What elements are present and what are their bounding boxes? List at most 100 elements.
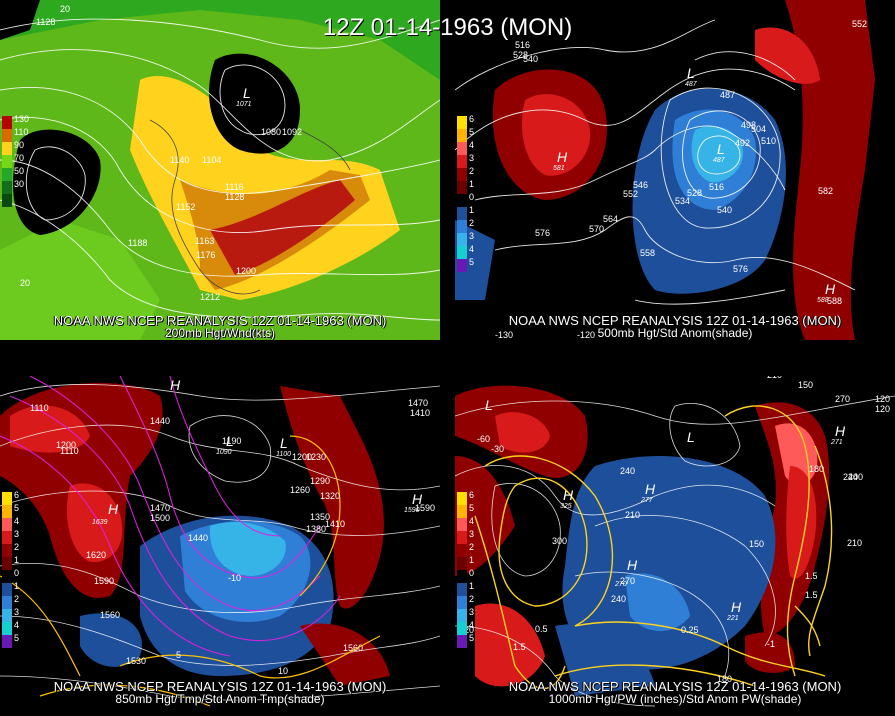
contour-label: 1176 — [196, 250, 215, 260]
contour-label: 582 — [818, 186, 833, 196]
contour-label: 120 — [875, 404, 890, 414]
main-title: 12Z 01-14-1963 (MON) — [322, 14, 573, 41]
contour-label: 1620 — [86, 550, 106, 560]
contour-label: 1590 — [94, 576, 114, 586]
colorbar-1000mb: 6 5 4 3 2 1 0 1 2 3 4 5 — [457, 490, 479, 648]
colorbar-cell: 2 — [457, 542, 474, 557]
colorbar-label: 70 — [14, 153, 25, 163]
colorbar-label: 4 — [469, 516, 475, 526]
high-pressure-marker: H — [170, 377, 181, 393]
contour-label: 516 — [709, 182, 724, 192]
caption-field: 850mb Hgt/Tmp/Std Anom Tmp(shade) — [115, 692, 325, 706]
caption-field: 500mb Hgt/Std Anom(shade) — [597, 326, 753, 340]
high-pressure-value: 1590 — [404, 507, 420, 514]
caption-source: NOAA NWS NCEP REANALYSIS 12Z 01-14-1963 … — [508, 679, 842, 694]
colorbar-cell: 5 — [457, 633, 474, 648]
contour-label: 1.5 — [805, 571, 818, 581]
contour-label: 564 — [603, 214, 618, 224]
colorbar-cell: 3 — [2, 529, 19, 544]
low-pressure-marker: L — [280, 435, 288, 451]
low-pressure-value: 1090 — [216, 449, 232, 456]
panel-caption: NOAA NWS NCEP REANALYSIS 12Z 01-14-1963 … — [0, 314, 440, 340]
contour-label: 1470 — [150, 503, 170, 513]
contour-label: 576 — [733, 264, 748, 274]
colorbar-label: 1 — [469, 581, 475, 591]
colorbar-label: 1 — [469, 555, 475, 565]
high-pressure-marker: H — [108, 501, 119, 517]
colorbar-label: 30 — [14, 179, 25, 189]
colorbar-200mb: 130 110 90 70 50 30 — [2, 114, 29, 207]
colorbar-label: 90 — [14, 140, 25, 150]
high-pressure-marker: H — [645, 481, 656, 497]
colorbar-cell: 3 — [457, 529, 474, 544]
high-pressure-value: 221 — [726, 615, 739, 622]
low-pressure-marker: L — [226, 433, 234, 449]
colorbar-label: 6 — [469, 114, 475, 124]
colorbar-850mb: 6 5 4 3 2 1 0 1 2 3 4 5 — [2, 490, 24, 648]
contour-label: 528 — [687, 188, 702, 198]
colorbar-label: 0 — [469, 568, 475, 578]
colorbar-label: 6 — [14, 490, 20, 500]
caption-field: 200mb Hgt/Wnd(kts) — [164, 326, 276, 340]
contour-label: 1200 — [56, 440, 76, 450]
panel-1000mb: 210 150 270 120 120 -60 -30 240 210 180 … — [455, 376, 895, 716]
map-500mb: 552 516 528 540 487 498 504 492 510 546 … — [455, 0, 895, 340]
colorbar-cell: 90 — [2, 140, 24, 155]
contour-label: 504 — [751, 124, 766, 134]
colorbar-label: 4 — [469, 620, 475, 630]
high-pressure-marker: H — [627, 557, 638, 573]
colorbar-label: 1 — [14, 581, 20, 591]
high-pressure-marker: H — [563, 487, 574, 503]
contour-label: 1410 — [325, 519, 345, 529]
low-pressure-marker: L — [687, 65, 695, 81]
contour-label: 1128 — [36, 17, 55, 27]
contour-label: 1440 — [150, 416, 170, 426]
contour-label: 510 — [761, 136, 776, 146]
contour-label: 210 — [847, 538, 862, 548]
colorbar-cell: 4 — [457, 620, 474, 635]
high-pressure-marker: H — [412, 491, 423, 507]
contour-label: 1188 — [128, 238, 147, 248]
contour-label: 1320 — [320, 491, 340, 501]
contour-label: 5 — [176, 650, 181, 660]
contour-label: 1230 — [306, 452, 326, 462]
contour-label: 240 — [611, 594, 626, 604]
low-pressure-marker: L — [717, 141, 725, 157]
contour-label: 1116 — [225, 182, 244, 192]
contour-label: 540 — [523, 54, 538, 64]
colorbar-cell: 3 — [457, 231, 474, 246]
contour-label: 0.25 — [681, 625, 699, 635]
contour-label: 487 — [720, 90, 735, 100]
low-pressure-marker: L — [687, 429, 695, 445]
high-pressure-value: 277 — [640, 497, 654, 504]
colorbar-cell: 4 — [2, 516, 19, 531]
contour-labels-500mb: 552 516 528 540 487 498 504 492 510 546 … — [495, 19, 867, 340]
colorbar-cell: 1 — [457, 205, 474, 220]
colorbar-cell: 1 — [457, 581, 474, 596]
panel-200mb: 1128 1140 1104 1080 1092 1116 1128 1152 … — [0, 0, 440, 340]
contour-label: 270 — [620, 576, 635, 586]
panel-caption: NOAA NWS NCEP REANALYSIS 12Z 01-14-1963 … — [455, 680, 895, 706]
colorbar-label: 4 — [469, 140, 475, 150]
colorbar-cell: 2 — [457, 166, 474, 181]
panel-caption: NOAA NWS NCEP REANALYSIS 12Z 01-14-1963 … — [455, 314, 895, 340]
contour-label: 20 — [60, 4, 70, 14]
contour-label: 10 — [278, 666, 288, 676]
contour-label: 1290 — [310, 476, 330, 486]
contour-label: 1212 — [200, 292, 220, 302]
contour-label: 1410 — [410, 408, 430, 418]
contour-label: 546 — [633, 180, 648, 190]
contour-label: 120 — [875, 394, 890, 404]
colorbar-label: 4 — [14, 516, 20, 526]
contour-label: 210 — [625, 510, 640, 520]
contour-label: 492 — [735, 138, 750, 148]
contour-label: 1110 — [60, 446, 79, 456]
contour-label: 1500 — [150, 513, 170, 523]
caption-source: NOAA NWS NCEP REANALYSIS 12Z 01-14-1963 … — [53, 679, 387, 694]
colorbar-cell: 6 — [457, 114, 474, 129]
colorbar-cell: 1 — [457, 179, 474, 194]
colorbar-cell: 2 — [457, 218, 474, 233]
colorbar-label: 1 — [14, 555, 20, 565]
contour-label: 540 — [717, 205, 732, 215]
colorbar-label: 5 — [469, 633, 475, 643]
